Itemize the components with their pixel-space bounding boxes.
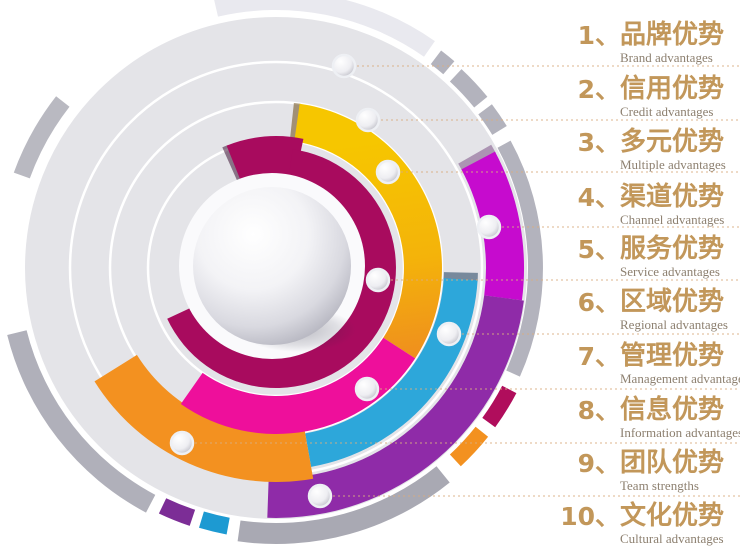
list-item: 10、 文化优势 Cultural advantages bbox=[558, 501, 740, 546]
connector-ball bbox=[476, 214, 502, 240]
item-title-row: 8、 信息优势 bbox=[558, 395, 740, 426]
ring4-purple bbox=[267, 295, 524, 518]
connector-ball bbox=[375, 159, 401, 185]
item-subtitle-en: Brand advantages bbox=[620, 50, 713, 66]
item-title-zh: 多元优势 bbox=[620, 127, 725, 157]
item-title-row: 4、 渠道优势 bbox=[558, 182, 740, 213]
item-subtitle-en: Multiple advantages bbox=[620, 157, 726, 173]
item-title-row: 2、 信用优势 bbox=[558, 74, 740, 105]
item-subtitle-en: Information advantages bbox=[620, 425, 740, 441]
item-title-zh: 信息优势 bbox=[620, 395, 725, 425]
connector-ball bbox=[365, 267, 391, 293]
list-item: 5、 服务优势 Service advantages bbox=[558, 234, 740, 280]
list-item: 9、 团队优势 Team strengths bbox=[558, 448, 740, 494]
item-title-zh: 渠道优势 bbox=[620, 182, 725, 212]
outer-swoosh-top bbox=[214, 0, 435, 57]
item-title-zh: 信用优势 bbox=[620, 74, 725, 104]
item-title-row: 10、 文化优势 bbox=[558, 501, 740, 532]
item-subtitle-en: Channel advantages bbox=[620, 212, 725, 228]
list-item: 4、 渠道优势 Channel advantages bbox=[558, 182, 740, 228]
item-subtitle-en: Credit advantages bbox=[620, 104, 714, 120]
item-title-row: 6、 区域优势 bbox=[558, 287, 740, 318]
outer-dash-orange bbox=[449, 426, 489, 467]
outer-swoosh-bottom bbox=[237, 466, 450, 544]
item-title-zh: 品牌优势 bbox=[620, 20, 725, 50]
connector-ball bbox=[354, 376, 380, 402]
connector-ball bbox=[355, 107, 381, 133]
ring4-magenta-edge bbox=[458, 144, 496, 171]
outer-dash-2 bbox=[449, 69, 488, 108]
ring2-pink bbox=[180, 337, 416, 434]
list-item: 8、 信息优势 Information advantages bbox=[558, 395, 740, 441]
list-item: 6、 区域优势 Regional advantages bbox=[558, 287, 740, 333]
list-item: 2、 信用优势 Credit advantages bbox=[558, 74, 740, 120]
item-title-zh: 服务优势 bbox=[620, 234, 725, 264]
connector-ball bbox=[436, 321, 462, 347]
item-number: 9、 bbox=[577, 449, 620, 479]
item-subtitle-en: Service advantages bbox=[620, 264, 720, 280]
ring1-crimson-edge bbox=[222, 145, 242, 183]
wheel-root bbox=[7, 0, 740, 544]
center-sphere bbox=[193, 187, 351, 345]
outer-swoosh-left bbox=[7, 330, 156, 513]
item-number: 1、 bbox=[577, 21, 620, 51]
item-title-row: 9、 团队优势 bbox=[558, 448, 740, 479]
item-number: 7、 bbox=[577, 342, 620, 372]
connector-ball bbox=[169, 430, 195, 456]
connector-ball bbox=[307, 483, 333, 509]
item-number: 3、 bbox=[577, 128, 620, 158]
connector-ball bbox=[331, 53, 357, 79]
item-title-zh: 管理优势 bbox=[620, 341, 725, 371]
item-subtitle-en: Team strengths bbox=[620, 478, 699, 494]
outer-dash-crimson bbox=[482, 385, 517, 428]
item-title-zh: 文化优势 bbox=[620, 501, 725, 531]
outer-arc-right bbox=[497, 140, 543, 377]
item-number: 2、 bbox=[577, 75, 620, 105]
list-item: 1、 品牌优势 Brand advantages bbox=[558, 20, 740, 66]
item-title-row: 3、 多元优势 bbox=[558, 127, 740, 158]
item-number: 10、 bbox=[560, 502, 620, 532]
outer-dash-purple bbox=[158, 498, 196, 526]
ring2-yellow-edge bbox=[289, 103, 301, 142]
item-title-row: 5、 服务优势 bbox=[558, 234, 740, 265]
outer-swoosh-upperleft bbox=[13, 96, 70, 179]
item-title-row: 1、 品牌优势 bbox=[558, 20, 740, 51]
item-title-zh: 区域优势 bbox=[620, 287, 725, 317]
outer-dash-blue bbox=[199, 511, 230, 535]
item-number: 4、 bbox=[577, 183, 620, 213]
ring2-yellow bbox=[294, 103, 442, 359]
list-item: 7、 管理优势 Management advantages bbox=[558, 341, 740, 387]
item-subtitle-en: Cultural advantages bbox=[620, 531, 724, 546]
ring3-blue bbox=[305, 278, 478, 467]
item-number: 6、 bbox=[577, 288, 620, 318]
item-subtitle-en: Management advantages bbox=[620, 371, 740, 387]
outer-dash-1 bbox=[430, 50, 455, 75]
list-item: 3、 多元优势 Multiple advantages bbox=[558, 127, 740, 173]
ring3-orange bbox=[94, 354, 314, 482]
item-title-zh: 团队优势 bbox=[620, 448, 725, 478]
item-title-row: 7、 管理优势 bbox=[558, 341, 740, 372]
item-subtitle-en: Regional advantages bbox=[620, 317, 728, 333]
item-number: 5、 bbox=[577, 235, 620, 265]
item-number: 8、 bbox=[577, 396, 620, 426]
